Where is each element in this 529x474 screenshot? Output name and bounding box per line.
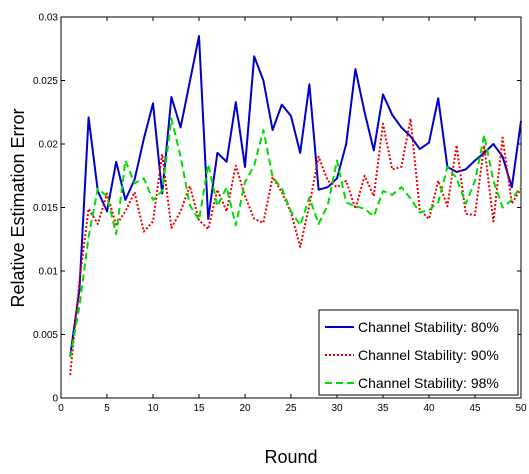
- y-tick-label: 0.03: [39, 13, 59, 24]
- y-tick-label: 0.025: [33, 76, 58, 87]
- series-line-3: [69, 117, 522, 358]
- legend-entry-2: Channel Stability: 90%: [358, 347, 499, 363]
- axis-ticks: 0 5 10 15 20 25 30 35 40 45 50 0 0.005 0.01 0.015 0.02 0…: [33, 13, 527, 415]
- x-tick-label: 10: [147, 403, 159, 414]
- y-tick-label: 0.015: [33, 203, 58, 214]
- x-tick-label: 0: [58, 403, 64, 414]
- x-axis-label: Round: [264, 447, 317, 467]
- legend-box: [318, 309, 519, 396]
- x-tick-label: 45: [469, 403, 481, 414]
- x-tick-label: 20: [239, 403, 251, 414]
- series-line-1: [69, 35, 522, 357]
- legend: Channel Stability: 80% Channel Stability:…: [318, 309, 519, 396]
- x-tick-label: 25: [285, 403, 297, 414]
- x-tick-label: 5: [104, 403, 110, 414]
- x-tick-label: 35: [377, 403, 389, 414]
- y-tick-label: 0.02: [39, 140, 59, 151]
- legend-entry-1: Channel Stability: 80%: [358, 319, 499, 335]
- x-tick-label: 30: [331, 403, 343, 414]
- y-tick-label: 0.01: [39, 267, 59, 278]
- series-line-2: [69, 117, 522, 376]
- y-axis-label: Relative Estimation Error: [8, 108, 28, 307]
- x-tick-label: 40: [423, 403, 435, 414]
- x-tick-label: 15: [193, 403, 205, 414]
- y-tick-label: 0.005: [33, 330, 58, 341]
- x-tick-label: 50: [515, 403, 527, 414]
- y-tick-label: 0: [52, 394, 58, 405]
- legend-entry-3: Channel Stability: 98%: [358, 375, 499, 391]
- series-lines: [69, 35, 522, 376]
